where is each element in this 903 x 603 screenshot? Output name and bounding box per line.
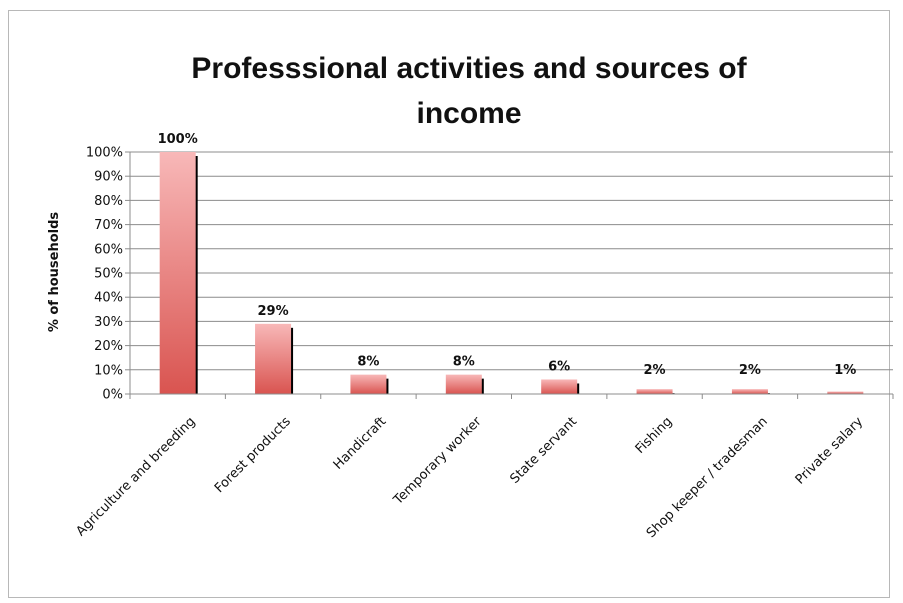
x-tick-labels: Agriculture and breeding Forest products H… <box>73 414 866 541</box>
data-labels: 100% 29% 8% 8% 6% 2% 2% 1% <box>158 132 857 378</box>
data-label: 6% <box>548 359 570 374</box>
bars <box>159 152 864 394</box>
x-tick-label: State servant <box>507 414 580 487</box>
y-tick-label: 60% <box>94 242 123 257</box>
x-tick-label: Private salary <box>793 414 867 488</box>
data-label: 8% <box>357 355 379 370</box>
y-tick-label: 50% <box>94 267 123 282</box>
data-label: 2% <box>739 363 761 378</box>
data-label: 29% <box>258 304 289 319</box>
x-tick-label: Agriculture and breeding <box>73 414 198 539</box>
bar-shadow <box>385 378 389 394</box>
y-tick-label: 0% <box>102 388 123 403</box>
bar <box>159 152 196 394</box>
y-tick-label: 40% <box>94 291 123 306</box>
bar <box>255 323 292 394</box>
bar <box>636 389 673 394</box>
y-tick-label: 30% <box>94 315 123 330</box>
data-label: 2% <box>644 363 666 378</box>
y-tick-label: 100% <box>86 146 123 161</box>
bar-shadow <box>576 383 580 394</box>
data-label: 100% <box>158 132 198 147</box>
data-label: 8% <box>453 355 475 370</box>
bar-shadow <box>480 378 484 394</box>
chart-title-line-1: Professsional activities and sources of <box>191 52 747 85</box>
y-tick-label: 10% <box>94 363 123 378</box>
x-tick-label: Handicraft <box>331 414 390 473</box>
y-tick-label: 70% <box>94 218 123 233</box>
x-tick-label: Forest products <box>212 414 294 496</box>
bar <box>827 391 864 394</box>
y-tick-label: 20% <box>94 339 123 354</box>
bar <box>541 379 578 394</box>
y-tick-label: 90% <box>94 170 123 185</box>
chart-title-line-2: income <box>416 97 521 130</box>
bar-shadow <box>194 156 198 394</box>
y-axis-label: % of households <box>47 212 62 333</box>
bar <box>350 374 387 394</box>
x-tick-label: Temporary worker <box>390 414 485 509</box>
y-tick-label: 80% <box>94 194 123 209</box>
bar <box>731 389 768 394</box>
y-tick-labels: 0% 10% 20% 30% 40% 50% 60% 70% 80% 90% 100% <box>86 146 123 403</box>
gridlines <box>125 151 894 399</box>
x-tick-label: Fishing <box>633 414 676 457</box>
chart-frame <box>8 10 890 598</box>
data-label: 1% <box>834 363 856 378</box>
bar <box>445 374 482 394</box>
bar-shadow <box>290 327 294 394</box>
